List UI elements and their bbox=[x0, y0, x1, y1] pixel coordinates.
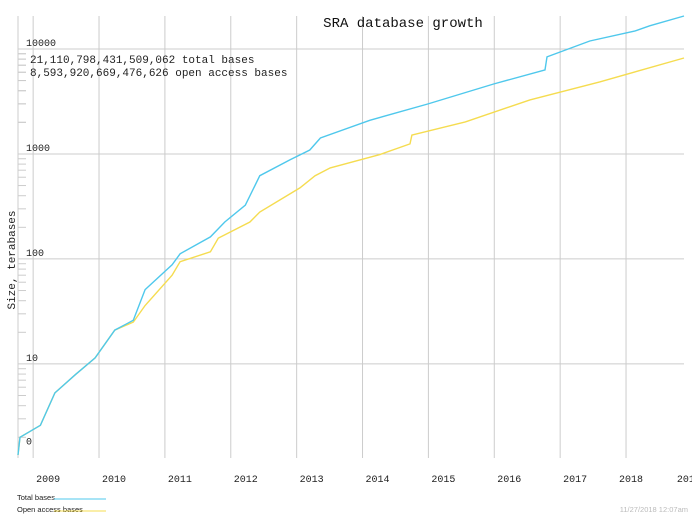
x-tick-label: 2019 bbox=[677, 475, 692, 486]
x-tick-label: 2014 bbox=[366, 475, 390, 486]
legend: Total bases Open access bases bbox=[17, 493, 106, 514]
open-bases-annotation: 8,593,920,669,476,626 open access bases bbox=[30, 68, 287, 80]
x-tick-label: 2012 bbox=[234, 475, 258, 486]
total-bases-annotation: 21,110,798,431,509,062 total bases bbox=[30, 55, 254, 67]
y-tick-label: 10 bbox=[26, 354, 38, 365]
y-tick-label: 100 bbox=[26, 249, 44, 260]
x-tick-label: 2013 bbox=[300, 475, 324, 486]
x-tick-label: 2017 bbox=[563, 475, 587, 486]
chart-title: SRA database growth bbox=[323, 16, 483, 32]
x-tick-label: 2018 bbox=[619, 475, 643, 486]
series-line-open-access-bases bbox=[17, 57, 685, 455]
y-tick-label: 1000 bbox=[26, 144, 50, 155]
series-lines bbox=[17, 15, 685, 455]
grid bbox=[17, 16, 684, 458]
timestamp: 11/27/2018 12:07am bbox=[620, 505, 688, 514]
y-axis-label: Size, terabases bbox=[7, 210, 19, 309]
legend-label-open: Open access bases bbox=[17, 505, 83, 514]
x-tick-label: 2011 bbox=[168, 475, 192, 486]
x-tick-label: 2015 bbox=[431, 475, 455, 486]
y-tick-label: 0 bbox=[26, 437, 32, 448]
y-tick-label: 10000 bbox=[26, 39, 56, 50]
x-tick-label: 2010 bbox=[102, 475, 126, 486]
x-tick-label: 2016 bbox=[497, 475, 521, 486]
series-line-total-bases bbox=[17, 15, 685, 455]
legend-label-total: Total bases bbox=[17, 493, 55, 502]
x-tick-label: 2009 bbox=[36, 475, 60, 486]
